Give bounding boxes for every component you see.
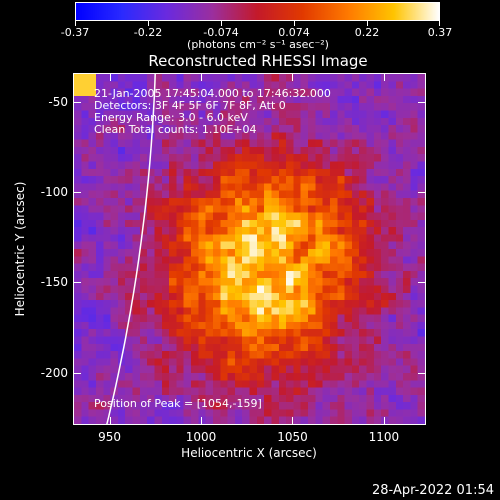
y-axis-tick-mark bbox=[418, 372, 426, 374]
x-axis-tick-label: 1050 bbox=[277, 430, 308, 444]
x-axis-tick-mark bbox=[201, 73, 203, 81]
colorbar-tick-label: 0.22 bbox=[354, 26, 380, 39]
annotation-detectors: Detectors: 3F 4F 5F 6F 7F 8F, Att 0 bbox=[94, 99, 286, 112]
colorbar-tick-label: 0.37 bbox=[427, 26, 453, 39]
x-axis-label: Heliocentric X (arcsec) bbox=[181, 446, 317, 460]
y-axis-label: Heliocentric Y (arcsec) bbox=[13, 181, 27, 317]
colorbar-tick-label: -0.22 bbox=[133, 26, 163, 39]
y-axis-tick-label: -100 bbox=[40, 185, 68, 200]
y-axis-tick-label: -50 bbox=[48, 94, 68, 109]
x-axis-tick-label: 1000 bbox=[185, 430, 217, 444]
x-axis-tick-mark bbox=[292, 417, 294, 425]
annotation-method: Clean Total counts: 1.10E+04 bbox=[94, 123, 257, 136]
colorbar-unit-label: (photons cm⁻² s⁻¹ asec⁻²) bbox=[187, 38, 329, 51]
colorbar-tick-mark bbox=[75, 21, 76, 26]
x-axis-tick-mark bbox=[109, 73, 111, 81]
heatmap-plot-area: 21-Jan-2005 17:45:04.000 to 17:46:32.000… bbox=[73, 73, 426, 425]
footer-timestamp: 28-Apr-2022 01:54 bbox=[372, 483, 494, 498]
plot-title: Reconstructed RHESSI Image bbox=[148, 52, 368, 70]
y-axis-tick-label: -200 bbox=[40, 365, 68, 380]
y-axis-tick-mark bbox=[73, 282, 81, 284]
solar-limb-curve bbox=[106, 74, 156, 424]
x-axis-tick-mark bbox=[292, 73, 294, 81]
annotation-time: 21-Jan-2005 17:45:04.000 to 17:46:32.000 bbox=[94, 87, 331, 100]
x-axis-tick-mark bbox=[383, 73, 385, 81]
colorbar-tick-mark bbox=[439, 21, 440, 26]
colorbar bbox=[75, 2, 440, 21]
colorbar-tick-label: 0.074 bbox=[278, 26, 310, 39]
colorbar-tick-mark bbox=[148, 21, 149, 26]
colorbar-tick-mark bbox=[221, 21, 222, 26]
colorbar-tick-mark bbox=[367, 21, 368, 26]
colorbar-tick-mark bbox=[294, 21, 295, 26]
y-axis-tick-mark bbox=[418, 101, 426, 103]
x-axis-tick-mark bbox=[383, 417, 385, 425]
heatmap-image bbox=[74, 74, 425, 424]
annotation-energy: Energy Range: 3.0 - 6.0 keV bbox=[94, 111, 248, 124]
y-axis-tick-label: -150 bbox=[40, 275, 68, 290]
annotation-peak: Position of Peak = [1054,-159] bbox=[94, 397, 262, 410]
y-axis-tick-mark bbox=[73, 101, 81, 103]
y-axis-tick-mark bbox=[73, 372, 81, 374]
y-axis-tick-mark bbox=[418, 192, 426, 194]
x-axis-tick-mark bbox=[201, 417, 203, 425]
y-axis-tick-mark bbox=[73, 192, 81, 194]
x-axis-tick-label: 1100 bbox=[368, 430, 400, 444]
x-axis-tick-mark bbox=[109, 417, 111, 425]
colorbar-tick-label: -0.37 bbox=[60, 26, 90, 39]
x-axis-tick-label: 950 bbox=[98, 430, 122, 444]
colorbar-tick-label: -0.074 bbox=[203, 26, 239, 39]
y-axis-tick-mark bbox=[418, 282, 426, 284]
